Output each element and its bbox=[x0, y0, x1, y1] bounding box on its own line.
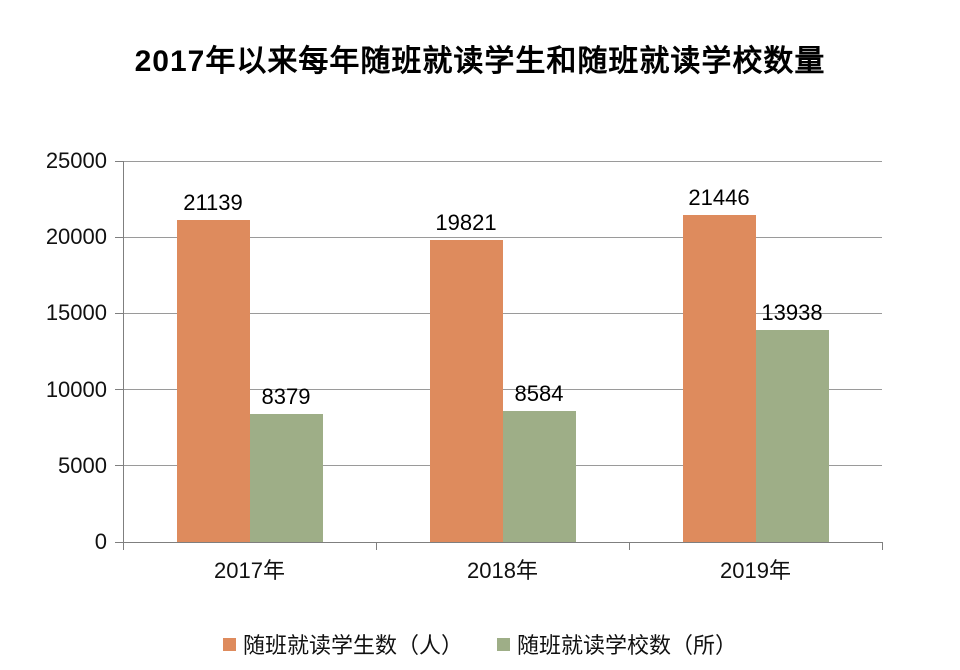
bar-value-label: 19821 bbox=[435, 209, 497, 235]
x-tick-0 bbox=[122, 542, 124, 550]
y-tick-15000 bbox=[115, 312, 123, 314]
chart-title: 2017年以来每年随班就读学生和随班就读学校数量 bbox=[134, 45, 826, 78]
y-axis-label-25000: 25000 bbox=[45, 148, 107, 173]
gridline-10000 bbox=[123, 389, 882, 391]
x-tick-3 bbox=[881, 542, 883, 550]
y-tick-5000 bbox=[115, 465, 123, 467]
x-axis-label-2017年: 2017年 bbox=[214, 558, 285, 583]
gridline-20000 bbox=[123, 236, 882, 238]
bar-value-label: 8379 bbox=[261, 384, 311, 410]
bar-series2-2019年 bbox=[755, 329, 829, 542]
legend-item-series2: 随班就读学校数（所） bbox=[497, 628, 737, 660]
bar-series1-2019年 bbox=[682, 215, 756, 542]
y-tick-20000 bbox=[115, 236, 123, 238]
y-tick-25000 bbox=[115, 160, 123, 162]
legend-item-series1: 随班就读学生数（人） bbox=[222, 628, 463, 660]
bar-series2-2018年 bbox=[502, 411, 576, 542]
bar-series2-2017年 bbox=[249, 414, 323, 542]
bar-series1-2017年 bbox=[176, 219, 250, 542]
y-axis-label-10000: 10000 bbox=[45, 376, 107, 402]
y-axis-label-5000: 5000 bbox=[58, 452, 107, 478]
gridline-15000 bbox=[123, 312, 882, 314]
bar-series1-2018年 bbox=[429, 239, 503, 542]
gridline-25000 bbox=[123, 160, 882, 162]
y-axis-label-20000: 20000 bbox=[45, 224, 107, 250]
legend-swatch-icon bbox=[497, 637, 510, 651]
y-axis-line bbox=[123, 161, 124, 542]
x-axis-label-2019年: 2019年 bbox=[720, 558, 791, 583]
legend-swatch-icon bbox=[222, 637, 236, 651]
bar-value-label: 21446 bbox=[688, 185, 750, 211]
bar-value-label: 8584 bbox=[514, 381, 564, 407]
legend: 随班就读学生数（人） 随班就读学校数（所） bbox=[0, 628, 960, 660]
y-tick-10000 bbox=[115, 389, 123, 391]
x-axis-line bbox=[115, 541, 882, 543]
y-axis-label-15000: 15000 bbox=[45, 300, 107, 326]
y-axis-label-0: 0 bbox=[94, 529, 107, 554]
legend-label: 随班就读学校数（所） bbox=[517, 633, 738, 658]
bar-value-label: 13938 bbox=[761, 299, 823, 325]
x-tick-1 bbox=[375, 542, 377, 550]
bar-value-label: 21139 bbox=[183, 189, 243, 215]
legend-label: 随班就读学生数（人） bbox=[242, 633, 463, 658]
x-axis-label-2018年: 2018年 bbox=[467, 558, 538, 583]
x-tick-2 bbox=[628, 542, 630, 550]
